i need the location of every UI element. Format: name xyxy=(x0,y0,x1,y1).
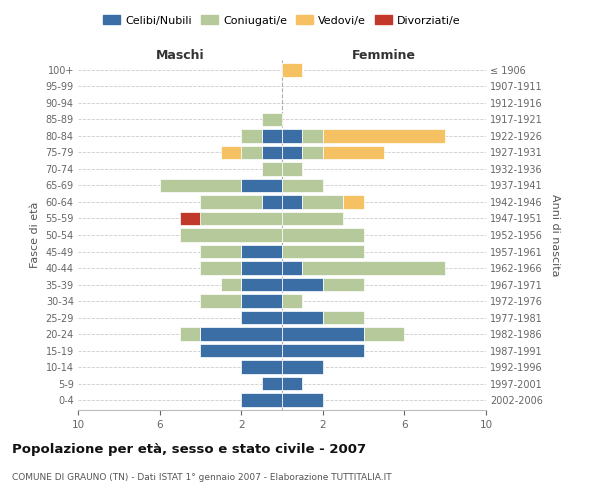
Bar xyxy=(241,394,282,406)
Bar xyxy=(262,130,282,142)
Bar xyxy=(200,344,282,357)
Y-axis label: Anni di nascita: Anni di nascita xyxy=(550,194,560,276)
Bar xyxy=(323,146,384,159)
Bar xyxy=(200,262,241,274)
Bar xyxy=(282,130,302,142)
Bar xyxy=(180,212,200,225)
Bar xyxy=(262,113,282,126)
Bar xyxy=(200,328,282,340)
Bar xyxy=(323,130,445,142)
Bar xyxy=(282,179,323,192)
Bar xyxy=(241,179,282,192)
Bar xyxy=(262,377,282,390)
Y-axis label: Fasce di età: Fasce di età xyxy=(30,202,40,268)
Bar xyxy=(302,146,323,159)
Bar xyxy=(180,228,282,241)
Bar xyxy=(282,377,302,390)
Bar xyxy=(323,311,364,324)
Bar xyxy=(241,311,282,324)
Bar xyxy=(364,328,404,340)
Bar xyxy=(282,360,323,374)
Bar xyxy=(200,245,241,258)
Bar xyxy=(302,196,343,208)
Bar xyxy=(323,278,364,291)
Bar xyxy=(282,162,302,175)
Bar xyxy=(282,228,364,241)
Bar xyxy=(302,130,323,142)
Bar xyxy=(200,196,262,208)
Bar xyxy=(282,146,302,159)
Bar xyxy=(262,146,282,159)
Bar xyxy=(241,245,282,258)
Bar xyxy=(282,311,323,324)
Bar xyxy=(200,294,241,308)
Bar xyxy=(180,328,200,340)
Bar xyxy=(221,278,241,291)
Bar xyxy=(262,162,282,175)
Bar xyxy=(221,146,241,159)
Bar xyxy=(160,179,241,192)
Bar xyxy=(282,294,302,308)
Bar xyxy=(241,294,282,308)
Text: COMUNE DI GRAUNO (TN) - Dati ISTAT 1° gennaio 2007 - Elaborazione TUTTITALIA.IT: COMUNE DI GRAUNO (TN) - Dati ISTAT 1° ge… xyxy=(12,472,392,482)
Bar xyxy=(343,196,364,208)
Bar xyxy=(282,394,323,406)
Bar xyxy=(241,278,282,291)
Text: Maschi: Maschi xyxy=(155,48,205,62)
Bar xyxy=(282,245,364,258)
Bar xyxy=(282,196,302,208)
Bar xyxy=(200,212,282,225)
Text: Femmine: Femmine xyxy=(352,48,416,62)
Legend: Celibi/Nubili, Coniugati/e, Vedovi/e, Divorziati/e: Celibi/Nubili, Coniugati/e, Vedovi/e, Di… xyxy=(99,10,465,30)
Bar xyxy=(262,196,282,208)
Bar xyxy=(282,212,343,225)
Bar xyxy=(241,262,282,274)
Bar xyxy=(282,262,302,274)
Bar xyxy=(241,360,282,374)
Text: Popolazione per età, sesso e stato civile - 2007: Popolazione per età, sesso e stato civil… xyxy=(12,442,366,456)
Bar xyxy=(282,344,364,357)
Bar xyxy=(282,278,323,291)
Bar xyxy=(241,130,262,142)
Bar xyxy=(282,64,302,76)
Bar xyxy=(241,146,262,159)
Bar xyxy=(282,328,364,340)
Bar xyxy=(302,262,445,274)
